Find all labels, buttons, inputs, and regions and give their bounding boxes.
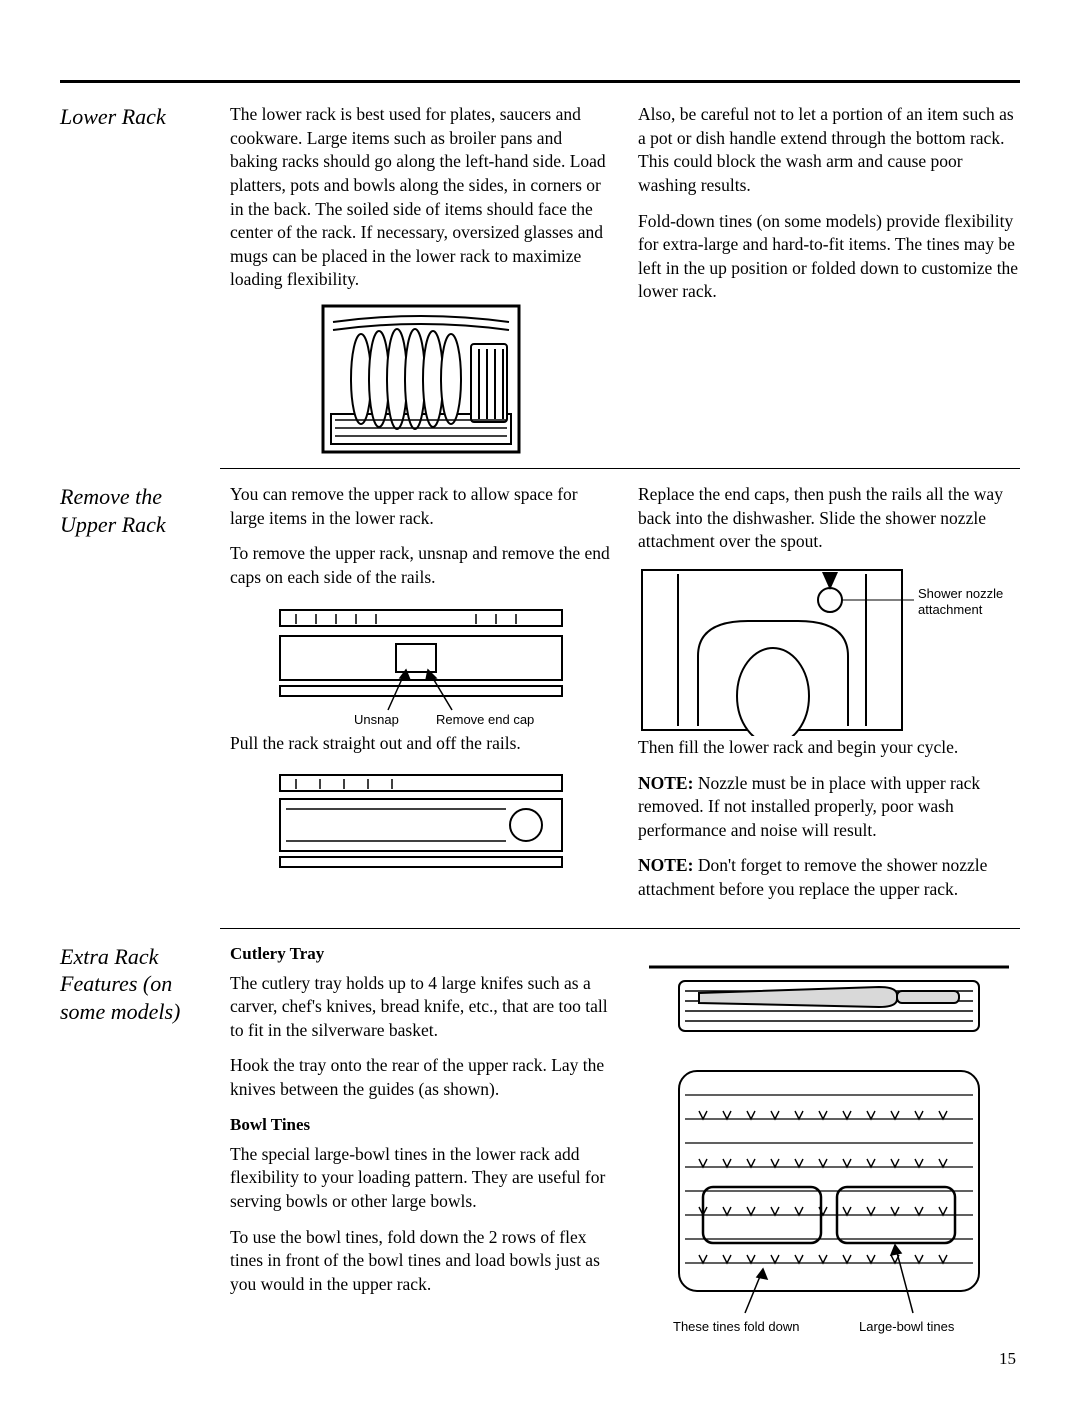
- section-title: Extra Rack Features (on some models): [60, 943, 230, 1026]
- col-left: You can remove the upper rack to allow s…: [230, 483, 612, 914]
- cutlery-tray-icon: [649, 963, 1009, 1043]
- unsnap-figure: Unsnap Remove end cap: [230, 602, 612, 732]
- col-right: Also, be careful not to let a portion of…: [638, 103, 1020, 454]
- paragraph: Also, be careful not to let a portion of…: [638, 103, 1020, 198]
- caption-shower-nozzle: Shower nozzle: [918, 586, 1003, 601]
- note: NOTE: Nozzle must be in place with upper…: [638, 772, 1020, 843]
- page-number: 15: [60, 1349, 1020, 1369]
- rail-pull-icon: [276, 767, 566, 877]
- lower-rack-figure: [230, 304, 612, 454]
- section-body: You can remove the upper rack to allow s…: [230, 483, 1020, 914]
- paragraph: You can remove the upper rack to allow s…: [230, 483, 612, 530]
- section-body: Cutlery Tray The cutlery tray holds up t…: [230, 943, 1020, 1341]
- paragraph: Pull the rack straight out and off the r…: [230, 732, 612, 756]
- col-left: Cutlery Tray The cutlery tray holds up t…: [230, 943, 612, 1341]
- section-title: Lower Rack: [60, 103, 230, 131]
- paragraph: To use the bowl tines, fold down the 2 r…: [230, 1226, 612, 1297]
- section-title: Remove the Upper Rack: [60, 483, 230, 538]
- caption-unsnap: Unsnap: [354, 712, 399, 727]
- paragraph: Replace the end caps, then push the rail…: [638, 483, 1020, 554]
- subhead-cutlery-tray: Cutlery Tray: [230, 943, 612, 966]
- divider: [220, 928, 1020, 929]
- section-remove-upper-rack: Remove the Upper Rack You can remove the…: [60, 483, 1020, 914]
- paragraph: The special large-bowl tines in the lowe…: [230, 1143, 612, 1214]
- section-body: The lower rack is best used for plates, …: [230, 103, 1020, 454]
- pull-rack-figure: [230, 767, 612, 877]
- caption-attachment: attachment: [918, 602, 983, 617]
- bowl-tines-figure: These tines fold down Large-bowl tines: [638, 1061, 1020, 1341]
- caption-large-bowl-tines: Large-bowl tines: [859, 1319, 955, 1334]
- note: NOTE: Don't forget to remove the shower …: [638, 854, 1020, 901]
- divider: [220, 468, 1020, 469]
- paragraph: The cutlery tray holds up to 4 large kni…: [230, 972, 612, 1043]
- rail-endcap-icon: Unsnap Remove end cap: [276, 602, 566, 732]
- rack-grid-icon: These tines fold down Large-bowl tines: [669, 1061, 989, 1341]
- note-label: NOTE:: [638, 773, 693, 793]
- col-left: The lower rack is best used for plates, …: [230, 103, 612, 454]
- cutlery-tray-figure: [638, 963, 1020, 1043]
- paragraph: Hook the tray onto the rear of the upper…: [230, 1054, 612, 1101]
- caption-fold-down: These tines fold down: [673, 1319, 799, 1334]
- col-right: These tines fold down Large-bowl tines: [638, 943, 1020, 1341]
- shower-nozzle-figure: Shower nozzle attachment: [638, 566, 1020, 736]
- paragraph: To remove the upper rack, unsnap and rem…: [230, 542, 612, 589]
- manual-page: Lower Rack The lower rack is best used f…: [0, 0, 1080, 1409]
- col-right: Replace the end caps, then push the rail…: [638, 483, 1020, 914]
- top-rule: [60, 80, 1020, 83]
- paragraph: The lower rack is best used for plates, …: [230, 103, 612, 292]
- nozzle-icon: Shower nozzle attachment: [638, 566, 1008, 736]
- subhead-bowl-tines: Bowl Tines: [230, 1114, 612, 1137]
- paragraph: Then fill the lower rack and begin your …: [638, 736, 1020, 760]
- section-extra-rack-features: Extra Rack Features (on some models) Cut…: [60, 943, 1020, 1341]
- lower-rack-icon: [321, 304, 521, 454]
- note-label: NOTE:: [638, 855, 693, 875]
- section-lower-rack: Lower Rack The lower rack is best used f…: [60, 103, 1020, 454]
- paragraph: Fold-down tines (on some models) provide…: [638, 210, 1020, 305]
- caption-remove-end-cap: Remove end cap: [436, 712, 534, 727]
